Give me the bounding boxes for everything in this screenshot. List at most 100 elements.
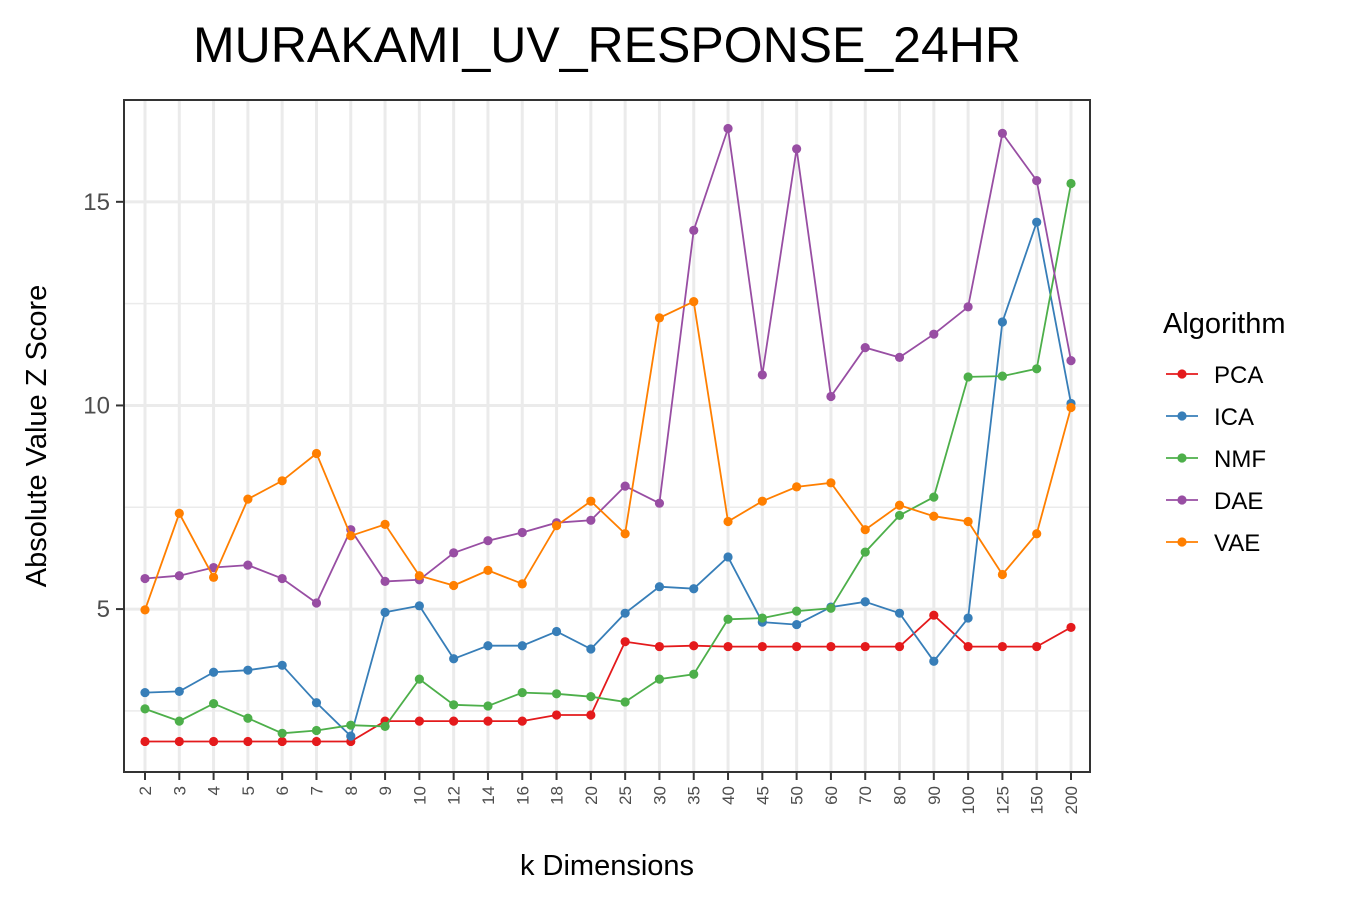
legend-item-pca: PCA bbox=[1166, 362, 1263, 389]
data-point bbox=[586, 496, 596, 506]
x-tick-label: 150 bbox=[1028, 786, 1047, 814]
legend-key-point bbox=[1177, 537, 1187, 547]
data-point bbox=[689, 641, 699, 651]
legend-key-point bbox=[1177, 369, 1187, 379]
data-point bbox=[1032, 217, 1042, 227]
x-axis: 2 3 4 5 6 7 8 9 10 12 14 16 18 20 25 30 35 40 45 50 60 70 80 90… bbox=[136, 772, 1081, 814]
data-point bbox=[380, 519, 390, 529]
data-point bbox=[208, 667, 219, 677]
data-point bbox=[929, 511, 939, 521]
data-point bbox=[620, 529, 630, 539]
data-point bbox=[1032, 641, 1042, 652]
chart-title: MURAKAMI_UV_RESPONSE_24HR bbox=[193, 17, 1021, 73]
data-point bbox=[586, 644, 596, 654]
data-point bbox=[963, 516, 973, 527]
y-tick-label: 10 bbox=[83, 392, 110, 419]
data-point bbox=[551, 689, 562, 699]
data-point bbox=[449, 716, 459, 726]
data-point bbox=[997, 128, 1008, 138]
x-tick-label: 100 bbox=[959, 786, 978, 814]
data-point bbox=[929, 492, 939, 502]
data-point bbox=[689, 669, 699, 679]
data-point bbox=[449, 580, 459, 591]
x-tick-label: 7 bbox=[307, 786, 326, 795]
data-point bbox=[1066, 178, 1076, 189]
x-tick-label: 60 bbox=[822, 786, 841, 805]
data-point bbox=[860, 343, 870, 353]
data-point bbox=[894, 352, 905, 362]
y-axis-title: Absolute Value Z Score bbox=[21, 285, 53, 588]
x-tick-label: 9 bbox=[376, 786, 395, 795]
data-point bbox=[174, 508, 184, 518]
data-point bbox=[860, 641, 870, 652]
data-point bbox=[620, 637, 630, 647]
x-tick-label: 125 bbox=[993, 786, 1012, 814]
data-point bbox=[963, 641, 973, 652]
data-point bbox=[243, 713, 253, 723]
data-point bbox=[483, 565, 493, 576]
x-tick-label: 20 bbox=[582, 786, 601, 805]
data-point bbox=[517, 527, 527, 538]
data-point bbox=[860, 597, 870, 607]
data-point bbox=[277, 573, 287, 584]
y-tick-label: 15 bbox=[83, 189, 110, 216]
data-point bbox=[517, 641, 527, 651]
data-point bbox=[517, 579, 527, 589]
data-point bbox=[551, 626, 562, 637]
data-point bbox=[346, 720, 356, 730]
data-point bbox=[140, 704, 150, 714]
data-point bbox=[654, 641, 665, 652]
data-point bbox=[894, 500, 905, 510]
x-tick-label: 35 bbox=[685, 786, 704, 805]
legend-items: PCA ICA NMF DAE VAE bbox=[1166, 362, 1266, 557]
data-point bbox=[620, 481, 630, 491]
data-point bbox=[997, 641, 1008, 652]
data-point bbox=[689, 297, 699, 307]
data-point bbox=[174, 716, 184, 726]
series-layer bbox=[140, 123, 1076, 747]
data-point bbox=[654, 313, 665, 323]
data-point bbox=[620, 608, 630, 618]
data-point bbox=[140, 687, 150, 698]
series-line bbox=[144, 218, 1072, 738]
x-tick-label: 25 bbox=[616, 786, 635, 805]
series-nmf bbox=[140, 178, 1076, 738]
legend-label: DAE bbox=[1214, 488, 1263, 515]
data-point bbox=[483, 716, 493, 726]
data-point bbox=[723, 123, 733, 134]
series-line bbox=[145, 613, 1072, 743]
data-point bbox=[277, 660, 287, 670]
x-tick-label: 90 bbox=[925, 786, 944, 805]
legend-label: VAE bbox=[1214, 530, 1260, 557]
data-point bbox=[414, 571, 424, 581]
x-tick-label: 50 bbox=[788, 786, 807, 805]
data-point bbox=[997, 569, 1008, 580]
data-point bbox=[551, 521, 562, 531]
x-tick-label: 4 bbox=[205, 786, 224, 795]
data-point bbox=[757, 370, 767, 380]
data-point bbox=[380, 607, 390, 617]
data-point bbox=[277, 476, 287, 486]
data-point bbox=[1066, 356, 1076, 366]
legend-label: ICA bbox=[1214, 404, 1254, 431]
data-point bbox=[414, 716, 424, 726]
x-tick-label: 16 bbox=[513, 786, 532, 805]
data-point bbox=[517, 716, 527, 726]
x-tick-label: 200 bbox=[1062, 786, 1081, 814]
data-point bbox=[174, 686, 184, 696]
data-point bbox=[757, 613, 767, 623]
legend: Algorithm PCA ICA NMF DAE VAE bbox=[1163, 308, 1286, 557]
data-point bbox=[243, 665, 253, 675]
data-point bbox=[174, 736, 184, 747]
series-vae bbox=[140, 297, 1076, 615]
legend-key-point bbox=[1177, 453, 1187, 463]
x-tick-label: 8 bbox=[342, 786, 361, 795]
data-point bbox=[654, 674, 665, 684]
data-point bbox=[654, 498, 665, 508]
data-point bbox=[929, 610, 939, 620]
data-point bbox=[826, 641, 836, 652]
data-point bbox=[792, 144, 802, 154]
data-point bbox=[826, 603, 836, 613]
data-point bbox=[792, 619, 802, 630]
